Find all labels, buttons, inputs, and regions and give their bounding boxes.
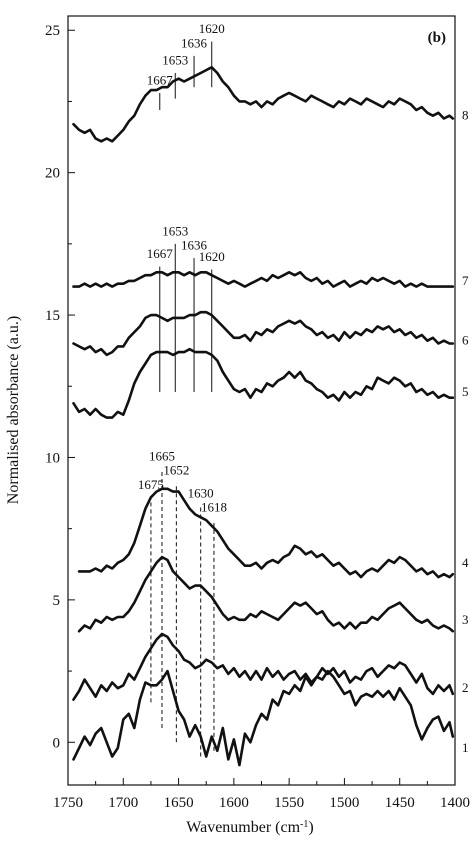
spectrum-label-2: 2 [462, 680, 469, 695]
peak-label: 1636 [181, 35, 208, 50]
panel-label: (b) [428, 30, 446, 46]
plot-axes [67, 15, 456, 786]
spectrum-line-7 [72, 271, 455, 288]
spectrum-label-6: 6 [462, 333, 469, 348]
spectrum-line-5 [72, 347, 455, 419]
peak-label: 1653 [162, 52, 188, 67]
y-tick-label: 5 [53, 593, 61, 609]
spectrum-line-3 [77, 555, 455, 633]
spectrum-line-1 [72, 669, 455, 767]
peak-label: 1652 [163, 463, 189, 478]
x-tick-label: 1700 [108, 795, 138, 811]
spectrum-line-8 [72, 66, 455, 143]
spectrum-label-3: 3 [462, 612, 469, 627]
text-layer: 1750 1700 1650 1600 1550 1500 1450 140005101520… [45, 21, 470, 811]
spectrum-label-5: 5 [462, 384, 469, 399]
x-axis-label-close: ) [308, 819, 313, 836]
y-tick-label: 15 [45, 308, 60, 324]
spectrum-label-4: 4 [462, 555, 469, 570]
y-tick-label: 10 [45, 450, 60, 466]
y-tick-label: 20 [45, 166, 60, 182]
x-tick-label: 1450 [385, 795, 415, 811]
spectra-layer [72, 66, 455, 767]
peak-label: 1667 [147, 72, 174, 87]
spectrum-line-6 [72, 310, 455, 357]
x-tick-label: 1550 [274, 795, 304, 811]
peak-label: 1620 [199, 21, 225, 36]
spectrum-line-4 [77, 487, 455, 579]
y-tick-label: 0 [53, 735, 61, 751]
x-tick-label: 1750 [53, 795, 83, 811]
peak-label: 1620 [199, 249, 225, 264]
peak-label: 1665 [149, 448, 175, 463]
x-axis-label-superscript: -1 [300, 819, 308, 830]
peak-label: 1618 [201, 500, 227, 515]
spectrum-label-1: 1 [462, 740, 469, 755]
peak-label: 1667 [147, 246, 174, 261]
y-tick-label: 25 [45, 23, 60, 39]
peak-marker-layer [150, 41, 215, 757]
x-tick-label: 1500 [329, 795, 359, 811]
x-tick-label: 1400 [440, 795, 470, 811]
spectrum-label-8: 8 [462, 108, 469, 123]
x-axis-label: Wavenumber (cm-1) [186, 819, 313, 837]
peak-label: 1630 [188, 485, 214, 500]
x-tick-label: 1650 [164, 795, 194, 811]
peak-label: 1675 [138, 477, 164, 492]
spectrum-label-7: 7 [462, 273, 469, 288]
plot-frame [67, 15, 456, 786]
spectrum-line-2 [72, 632, 455, 701]
axis-ticks [67, 29, 456, 785]
x-axis-label-main: Wavenumber (cm [186, 819, 300, 836]
y-axis-label: Normalised absorbance (a.u.) [5, 316, 22, 504]
peak-label: 1636 [181, 238, 208, 253]
peak-label: 1653 [162, 223, 188, 238]
x-tick-label: 1600 [219, 795, 249, 811]
